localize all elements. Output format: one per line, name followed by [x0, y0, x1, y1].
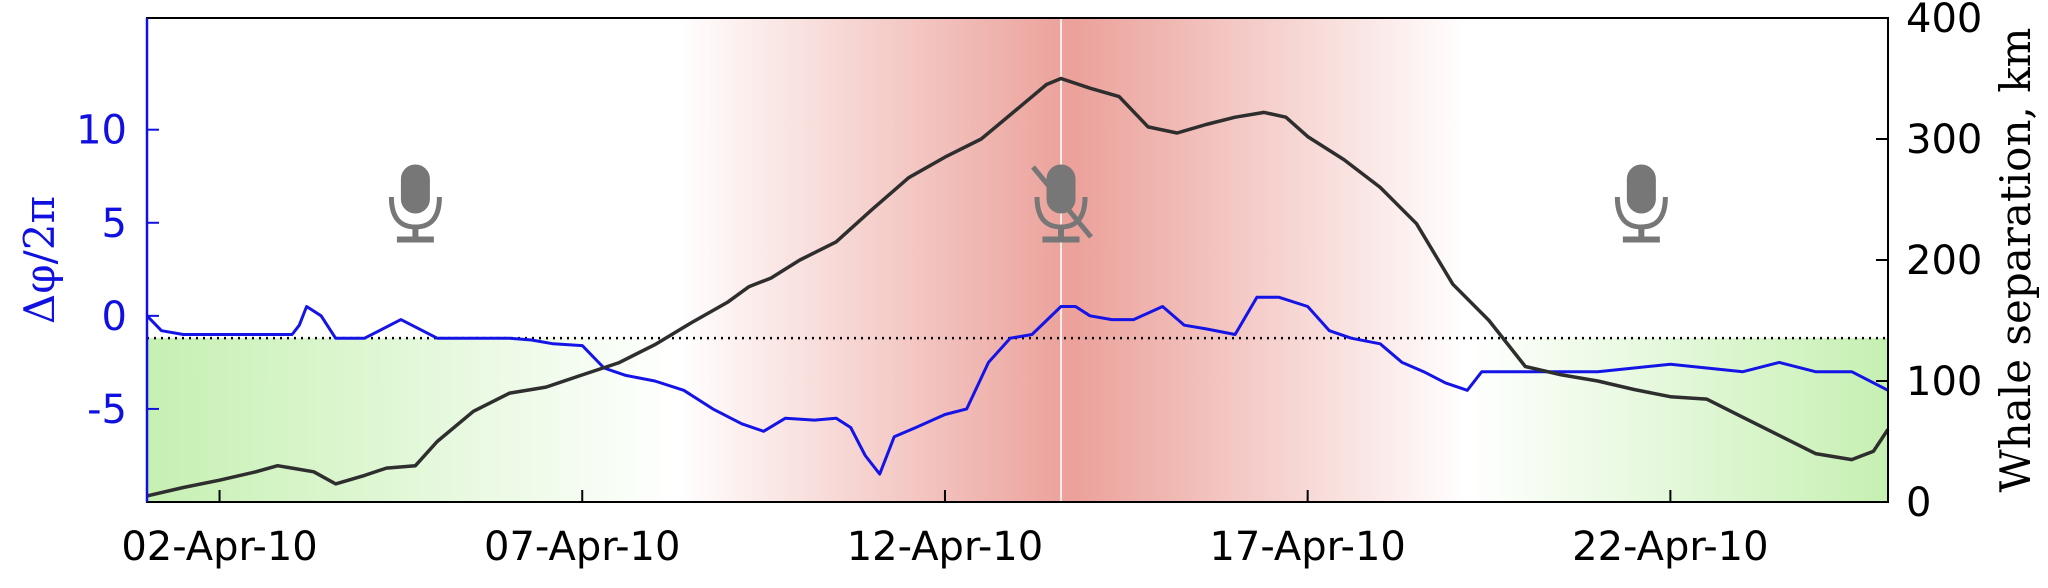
microphone-icon — [1617, 165, 1665, 242]
green-region-3 — [1467, 338, 1888, 502]
left-tick-label: 10 — [76, 108, 127, 154]
left-tick-label: -5 — [87, 387, 127, 433]
whale-separation-line — [146, 76, 1890, 498]
right-tick-label: 300 — [1906, 117, 1982, 163]
right-tick-label: 200 — [1906, 238, 1982, 284]
phase-difference-line — [145, 295, 1889, 476]
mute-slash — [1031, 165, 1093, 239]
red-region — [676, 18, 1468, 502]
right-tick-label: 0 — [1906, 480, 1931, 526]
shaded-regions — [147, 18, 1888, 502]
x-axis: 02-Apr-10 07-Apr-10 12-Apr-10 17-Apr-10 22-A… — [121, 490, 1769, 570]
x-tick-label: 02-Apr-10 — [121, 524, 317, 570]
microphone-icons — [391, 165, 1665, 242]
microphone-muted-icon — [1031, 165, 1093, 242]
green-region-1 — [147, 338, 677, 502]
x-tick-label: 12-Apr-10 — [847, 524, 1043, 570]
left-tick-label: 0 — [102, 294, 127, 340]
right-tick-label: 100 — [1906, 359, 1982, 405]
left-axis-title: Δφ/2π — [15, 196, 64, 324]
microphone-shape — [1617, 165, 1665, 242]
x-tick-label: 07-Apr-10 — [484, 524, 680, 570]
microphone-shape — [391, 165, 439, 242]
x-tick-label: 22-Apr-10 — [1572, 524, 1768, 570]
left-y-axis: 10 5 0 -5 — [76, 18, 159, 502]
right-y-axis: 0 100 200 300 400 — [1876, 0, 1982, 526]
right-axis-title: Whale separation, km — [1991, 28, 2040, 493]
series-layer — [145, 76, 1890, 498]
x-tick-label: 17-Apr-10 — [1209, 524, 1405, 570]
right-tick-label: 400 — [1906, 0, 1982, 42]
left-tick-label: 5 — [102, 201, 127, 247]
microphone-icon — [391, 165, 439, 242]
